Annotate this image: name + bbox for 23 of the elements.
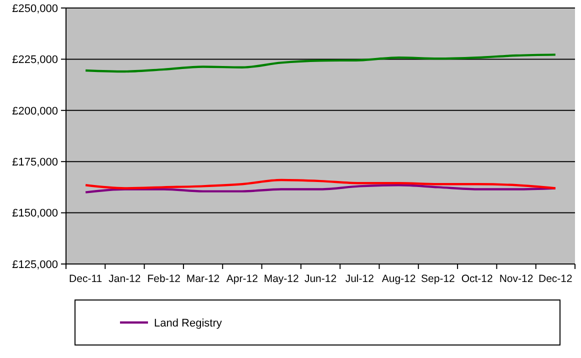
x-tick-label: Jan-12	[108, 273, 141, 285]
x-tick-label: May-12	[264, 273, 300, 285]
x-tick-label: Nov-12	[499, 273, 534, 285]
x-tick-label: Apr-12	[226, 273, 258, 285]
x-tick-label: Oct-12	[461, 273, 494, 285]
x-tick-label: Feb-12	[147, 273, 181, 285]
y-tick-label: £250,000	[12, 2, 58, 15]
x-tick-label: Mar-12	[186, 273, 220, 285]
x-tick-label: Sep-12	[421, 273, 456, 285]
line-series	[84, 178, 557, 190]
x-tick-label: Jun-12	[304, 273, 337, 285]
x-tick-label: Dec-11	[69, 273, 102, 285]
y-tick-label: £175,000	[12, 156, 58, 168]
y-tick-label: £200,000	[12, 105, 58, 118]
y-tick-label: £150,000	[12, 208, 58, 220]
x-tick-label: Dec-12	[538, 273, 572, 285]
x-tick-label: Aug-12	[382, 273, 416, 285]
line-series	[84, 54, 557, 73]
x-tick-label: Jul-12	[345, 273, 374, 285]
y-tick-label: £125,000	[12, 258, 58, 271]
legend-label: Land Registry	[154, 317, 222, 330]
line-series	[84, 184, 557, 194]
y-tick-label: £225,000	[12, 54, 58, 66]
